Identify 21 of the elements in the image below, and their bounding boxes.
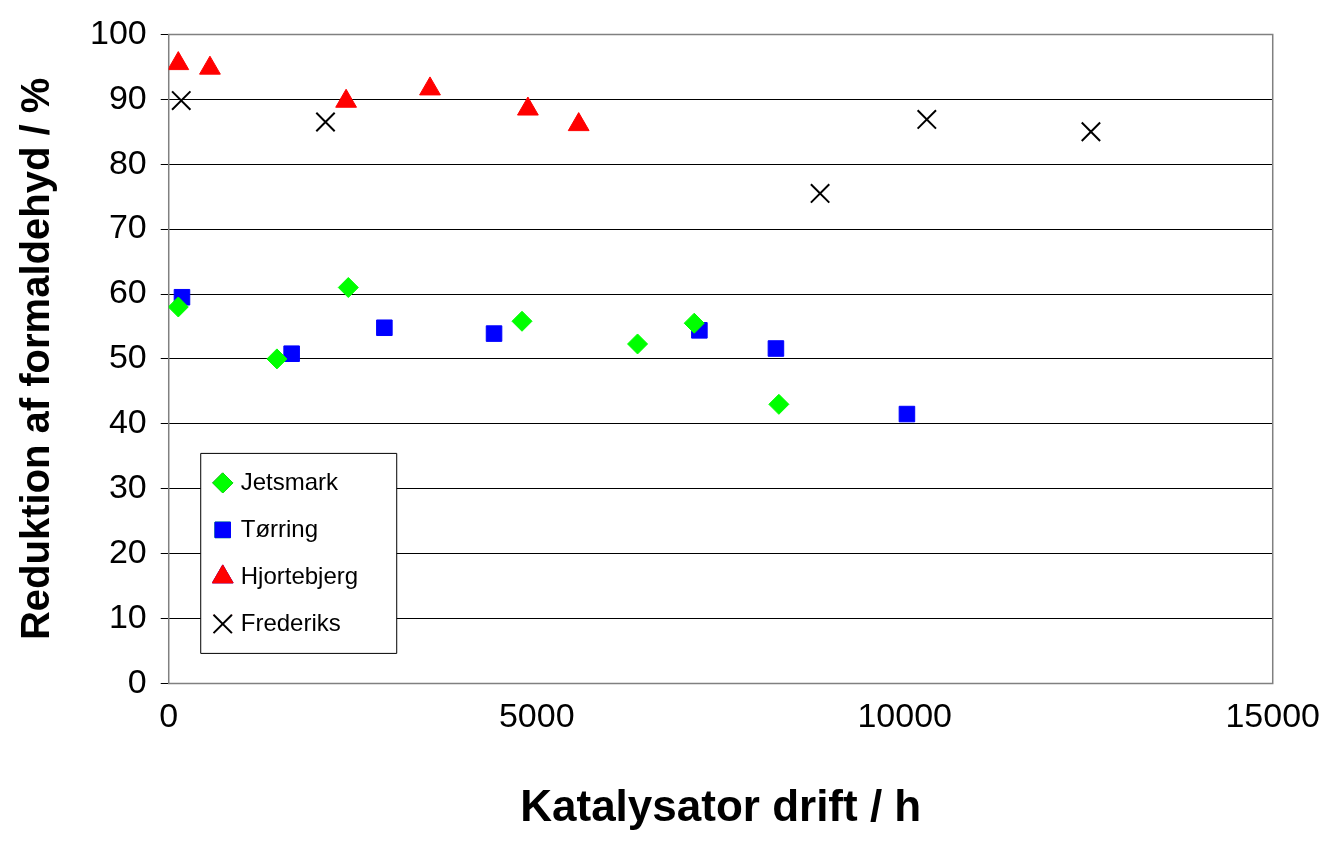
- x-tick-label: 5000: [498, 696, 575, 735]
- y-tick-label: 60: [108, 272, 147, 311]
- x-axis-title: Katalysator drift / h: [520, 780, 922, 830]
- y-tick-label: 50: [108, 337, 147, 376]
- x-tick-label: 0: [159, 696, 179, 735]
- y-tick-label: 10: [108, 596, 147, 635]
- y-tick-label: 40: [108, 402, 147, 441]
- legend-label: Jetsmark: [240, 467, 340, 495]
- y-tick-label: 0: [127, 661, 147, 700]
- y-tick-label: 90: [108, 77, 147, 116]
- legend-label: Frederiks: [240, 608, 341, 636]
- legend-label: Hjortebjerg: [240, 561, 359, 589]
- y-tick-label: 70: [108, 207, 147, 246]
- x-tick-label: 10000: [857, 696, 952, 735]
- y-tick-label: 100: [89, 12, 147, 51]
- x-tick-label: 15000: [1225, 696, 1320, 735]
- y-tick-label: 20: [108, 531, 147, 570]
- legend-label: Tørring: [240, 514, 319, 542]
- y-tick-label: 80: [108, 142, 147, 181]
- y-tick-label: 30: [108, 467, 147, 506]
- y-axis-title: Reduktion af formaldehyd / %: [13, 77, 58, 641]
